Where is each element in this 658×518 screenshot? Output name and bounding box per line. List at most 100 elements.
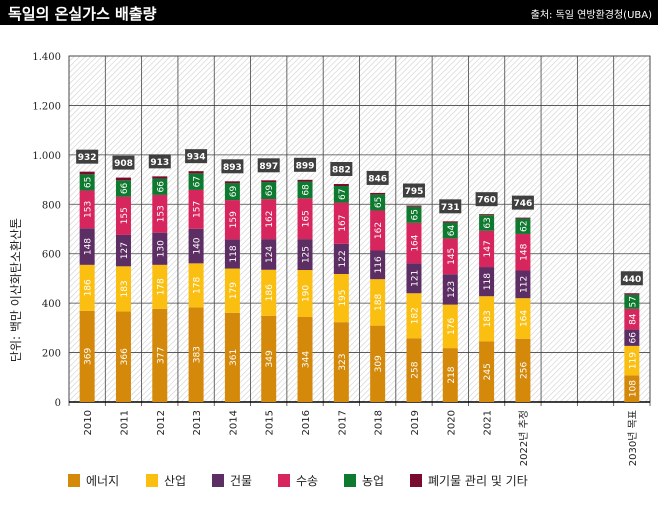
bar-segment [115, 234, 131, 267]
bar-segment [188, 171, 204, 174]
bar-segment [406, 293, 422, 339]
data-label: 366 [120, 348, 130, 365]
bar-segment [152, 232, 168, 265]
bar-segment [188, 307, 204, 402]
data-label: 178 [193, 276, 203, 293]
y-tick-label: 0 [55, 398, 61, 409]
data-label: 164 [519, 310, 529, 327]
bar-segment [479, 230, 495, 268]
bar-segment [624, 329, 640, 346]
data-label: 153 [156, 205, 166, 222]
bar-segment [115, 180, 131, 197]
data-label: 62 [519, 221, 529, 232]
bar-segment [515, 217, 531, 219]
legend-label: 농업 [362, 474, 384, 488]
bar-segment [370, 325, 386, 402]
bar-segment [442, 304, 458, 349]
bar-segment [79, 171, 95, 175]
bar-segment [442, 238, 458, 275]
total-label: 913 [150, 158, 169, 168]
total-label-box [294, 157, 317, 172]
data-label: 69 [229, 186, 239, 198]
bar-segment [515, 270, 531, 299]
bar-segment [333, 185, 349, 203]
total-label-box [221, 159, 244, 174]
data-label: 258 [410, 361, 420, 378]
data-label: 65 [410, 209, 420, 220]
bar-segment [115, 266, 131, 312]
bar-segment [370, 192, 386, 195]
legend-label: 수송 [296, 474, 318, 488]
bar-segment [515, 298, 531, 339]
total-label: 908 [114, 159, 133, 169]
data-label: 245 [483, 363, 493, 380]
bar-segment [152, 178, 168, 195]
data-label: 124 [265, 246, 275, 263]
legend-label: 에너지 [86, 474, 119, 488]
total-label: 795 [405, 187, 424, 197]
data-label: 361 [229, 349, 239, 366]
bar-segment [370, 250, 386, 280]
data-label: 186 [84, 279, 94, 296]
total-label-box [439, 199, 462, 214]
data-label: 165 [302, 210, 312, 227]
legend-swatch [212, 474, 224, 487]
bar-segment [224, 181, 240, 184]
data-label: 183 [120, 280, 130, 297]
data-label: 123 [447, 281, 457, 298]
total-label: 846 [368, 174, 387, 184]
bar-segment [152, 194, 168, 233]
data-label: 153 [84, 201, 94, 218]
bar-segment [479, 341, 495, 402]
bar-segment [624, 293, 640, 295]
data-label: 66 [628, 332, 638, 344]
bar-segment [297, 198, 313, 240]
data-label: 57 [628, 296, 638, 307]
data-label: 182 [410, 307, 420, 324]
bar-segment [370, 279, 386, 326]
bar-segment [79, 190, 95, 229]
x-tick-label: 2022년 추정 [518, 410, 530, 466]
x-tick-label: 2020 [446, 410, 457, 435]
bar-segment [370, 210, 386, 251]
data-label: 66 [156, 181, 166, 193]
data-label: 112 [519, 276, 529, 293]
bar-segment [442, 222, 458, 239]
bar-segment [515, 218, 531, 234]
total-label: 746 [514, 199, 533, 209]
data-label: 167 [338, 215, 348, 232]
source-note: 출처: 독일 연방환경청(UBA) [530, 10, 652, 21]
bar-segment [297, 181, 313, 199]
y-tick-label: 800 [42, 200, 61, 211]
data-label: 67 [338, 189, 348, 200]
data-label: 84 [628, 313, 638, 325]
legend-swatch [146, 474, 158, 487]
x-tick-label: 2014 [228, 410, 239, 435]
data-label: 190 [302, 285, 312, 302]
total-label: 760 [477, 196, 496, 206]
header-bar: 독일의 온실가스 배출량 출처: 독일 연방환경청(UBA) [0, 0, 658, 25]
y-tick-label: 600 [42, 250, 61, 261]
bar-segment [115, 196, 131, 235]
data-label: 119 [628, 352, 638, 369]
data-label: 145 [447, 248, 457, 265]
bar-segment [515, 338, 531, 402]
bar-segment [115, 177, 131, 181]
bar-segment [479, 214, 495, 216]
x-tick-label: 2015 [265, 410, 276, 435]
total-label: 932 [78, 153, 97, 163]
total-label-box [257, 158, 280, 173]
x-tick-label: 2016 [301, 410, 312, 435]
bar-segment [333, 243, 349, 274]
total-label-box [330, 162, 353, 177]
bar-segment [188, 263, 204, 308]
total-label: 440 [622, 275, 641, 285]
bar-segment [224, 183, 240, 201]
total-label-box [185, 149, 208, 164]
data-label: 256 [519, 362, 529, 379]
data-label: 186 [265, 284, 275, 301]
bar-segment [188, 228, 204, 264]
data-label: 65 [84, 177, 94, 188]
x-tick-label: 2019 [410, 410, 421, 435]
